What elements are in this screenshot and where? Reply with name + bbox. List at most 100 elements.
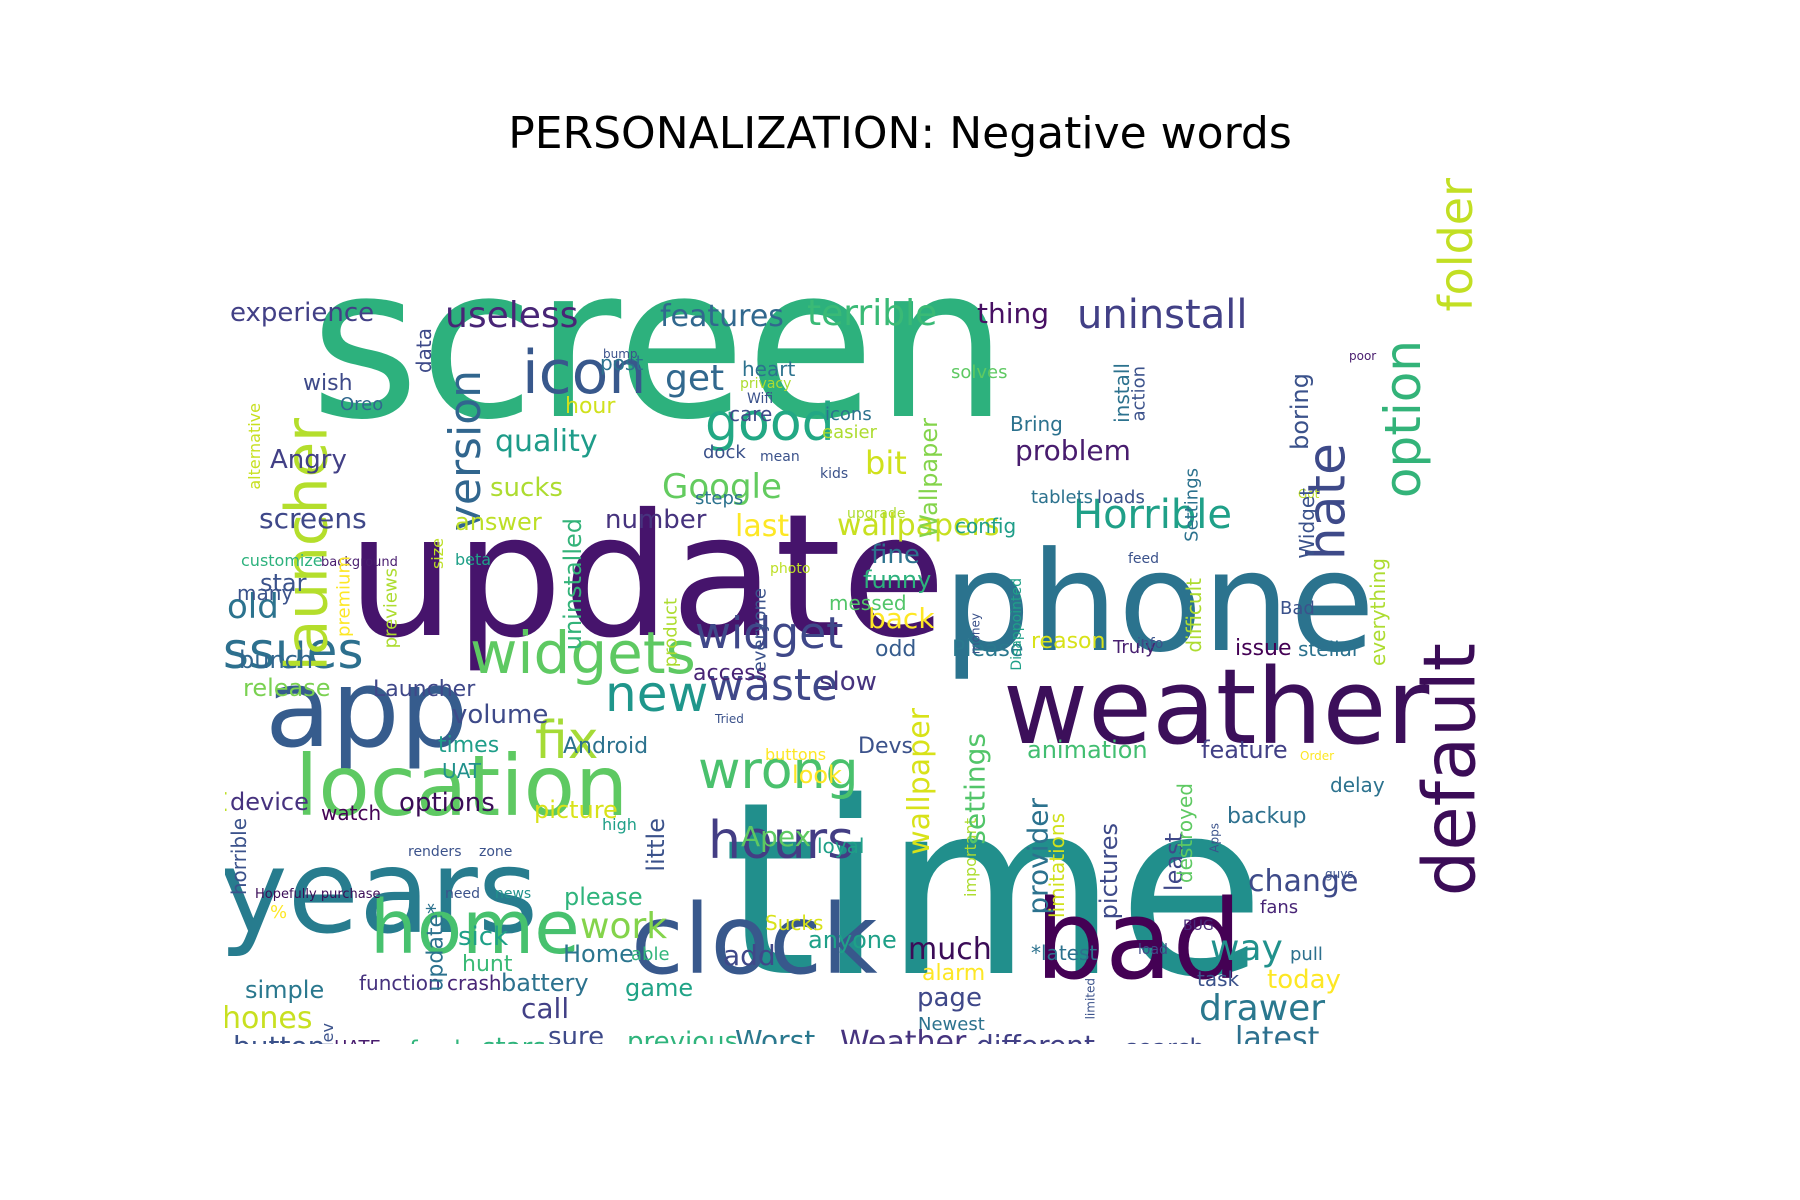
cloud-word: upgrade — [847, 506, 905, 522]
page-title: PERSONALIZATION: Negative words — [508, 108, 1292, 159]
cloud-word: mean — [760, 449, 800, 465]
cloud-word: Horrible — [1073, 492, 1232, 538]
cloud-word: wish — [303, 371, 353, 396]
cloud-word: home — [370, 885, 580, 971]
cloud-word: default — [1408, 643, 1492, 896]
cloud-word: limitations — [1045, 813, 1069, 918]
cloud-word: news — [495, 886, 531, 902]
cloud-word: update* — [424, 903, 449, 992]
cloud-word: sucks — [490, 473, 563, 503]
cloud-word: add — [723, 939, 776, 972]
cloud-word: location — [295, 737, 628, 835]
cloud-word: answer — [455, 508, 542, 536]
cloud-word: stars — [482, 1033, 546, 1044]
cloud-word: star — [260, 569, 307, 597]
cloud-word: Settings — [1181, 468, 1202, 542]
cloud-word: Sucks — [765, 911, 823, 935]
cloud-word: stellar — [1298, 637, 1361, 661]
cloud-word: fans — [1260, 897, 1298, 918]
cloud-word: hours — [708, 811, 854, 871]
cloud-word: BUG — [1183, 918, 1214, 934]
cloud-word: device — [230, 788, 309, 816]
cloud-word: little — [642, 818, 670, 872]
cloud-word: Tried — [714, 712, 744, 726]
cloud-word: % — [270, 902, 287, 923]
cloud-word: pictures — [1095, 823, 1123, 919]
cloud-word: renders — [408, 844, 461, 860]
cloud-word: buttons — [765, 745, 826, 764]
cloud-word: simple — [245, 976, 324, 1004]
cloud-word: version — [440, 370, 491, 531]
cloud-word: important — [961, 818, 980, 897]
cloud-word: able — [631, 944, 670, 965]
cloud-word: loads — [1097, 487, 1145, 508]
cloud-word: launcher — [272, 418, 340, 672]
cloud-word: Wallpaper — [915, 418, 943, 538]
cloud-word: please — [564, 883, 643, 911]
cloud-word: today — [1267, 965, 1341, 995]
cloud-word: *latest — [1031, 941, 1097, 965]
cloud-word: options — [399, 788, 495, 818]
cloud-word: action — [1128, 366, 1149, 421]
cloud-word: bunch — [239, 646, 313, 674]
cloud-word: Widget — [1295, 488, 1319, 559]
cloud-word: update — [347, 478, 946, 676]
cloud-word: Worst — [735, 1024, 815, 1044]
cloud-word: config — [955, 514, 1016, 538]
cloud-word: Oreo — [340, 394, 383, 415]
cloud-word: new — [605, 665, 708, 723]
cloud-word: Hopefully purchase — [255, 887, 381, 902]
cloud-word: previews — [380, 568, 401, 648]
cloud-word: install — [1110, 363, 1134, 423]
cloud-word: wallpaper — [902, 707, 937, 855]
cloud-word: Bring — [1010, 412, 1063, 436]
cloud-word: loyal — [817, 834, 864, 858]
cloud-word: last — [735, 509, 789, 544]
cloud-word: boring — [1286, 373, 1314, 450]
cloud-word: delay — [1330, 773, 1385, 797]
cloud-word: settings — [958, 733, 991, 845]
cloud-word: bad — [1035, 876, 1242, 1004]
cloud-word: wrong — [698, 741, 859, 801]
cloud-word: slow — [819, 667, 877, 697]
cloud-word: funny — [863, 566, 931, 594]
cloud-word: page — [917, 983, 982, 1013]
cloud-word: sick — [458, 922, 508, 952]
cloud-word: disappointed — [225, 698, 228, 867]
cloud-word: good — [705, 393, 835, 453]
cloud-word: button — [233, 1030, 325, 1044]
cloud-word: useless — [445, 295, 578, 336]
cloud-word: problem — [1015, 434, 1131, 467]
cloud-word: access — [693, 661, 767, 686]
cloud-word: guys — [1325, 867, 1354, 881]
cloud-word: animation — [1027, 736, 1148, 764]
cloud-word: screens — [259, 502, 367, 535]
cloud-word: Order — [1300, 749, 1334, 763]
cloud-word: hunt — [462, 952, 513, 977]
cloud-word: horrible — [227, 818, 251, 895]
cloud-word: previous — [627, 1027, 738, 1044]
cloud-word: refresh — [385, 1036, 469, 1044]
cloud-word: time — [723, 750, 1265, 1030]
cloud-word: release — [243, 674, 331, 702]
cloud-word: Home — [563, 940, 634, 968]
cloud-word: uninstall — [1077, 292, 1247, 338]
cloud-word: way — [1210, 928, 1283, 969]
cloud-word: destroyed — [1173, 783, 1197, 883]
cloud-word: bit — [865, 444, 907, 482]
cloud-word: difficult — [1182, 578, 1206, 653]
cloud-word: poor — [1349, 349, 1376, 363]
cloud-word: size — [428, 538, 447, 569]
cloud-word: Got — [1298, 487, 1320, 501]
cloud-word: wallpapers — [837, 508, 999, 543]
cloud-word: pull — [1290, 944, 1323, 965]
cloud-word: option — [1374, 340, 1432, 498]
cloud-word: crash — [447, 971, 502, 995]
cloud-word: task — [1197, 967, 1240, 991]
cloud-word: search — [1125, 1034, 1205, 1044]
cloud-word: UAT — [442, 759, 482, 783]
cloud-word: alternative — [245, 403, 264, 490]
cloud-word: fix — [535, 711, 599, 771]
cloud-word: anyone — [808, 926, 897, 954]
cloud-word: customize — [241, 551, 323, 570]
